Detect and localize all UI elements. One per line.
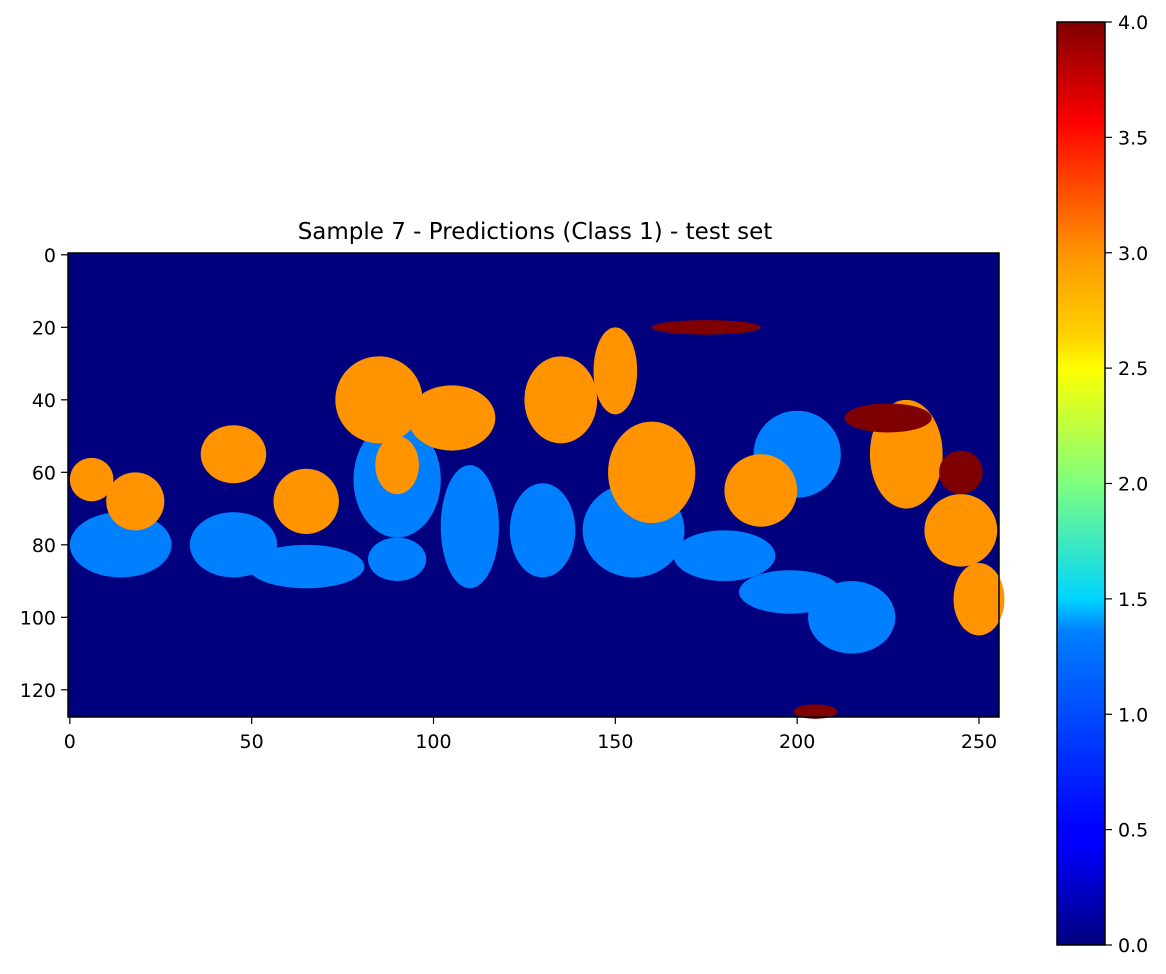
y-tick-label: 120: [20, 680, 56, 702]
x-tick-label: 50: [240, 731, 264, 753]
colorbar-tick-label: 0.0: [1118, 935, 1148, 957]
chart-title: Sample 7 - Predictions (Class 1) - test …: [298, 219, 773, 245]
heatmap-region-class4: [651, 320, 761, 335]
colorbar-tick-label: 3.5: [1118, 127, 1148, 149]
x-tick-label: 250: [961, 731, 997, 753]
heatmap-region-class3: [724, 454, 798, 527]
x-axis: 0 50 100 150 200 250: [64, 717, 997, 753]
heatmap-region-class4: [844, 403, 932, 433]
colorbar-tick-label: 3.0: [1118, 243, 1148, 265]
heatmap-region-class1: [69, 512, 172, 578]
colorbar-gradient: [1057, 22, 1105, 945]
heatmap-region-class3: [106, 472, 165, 531]
heatmap-region-class3: [593, 327, 638, 415]
heatmap-region-class3: [608, 421, 696, 524]
y-tick-label: 100: [20, 607, 56, 629]
y-tick-label: 0: [44, 245, 56, 267]
heatmap-region-class3: [375, 436, 419, 495]
colorbar-tick-label: 1.0: [1118, 704, 1148, 726]
heatmap-region-class4: [938, 450, 983, 495]
heatmap-region-class3: [924, 494, 998, 567]
heatmap-region-class1: [248, 544, 365, 589]
heatmap-region-class1: [368, 537, 427, 582]
heatmap-region-class3: [335, 356, 423, 444]
heatmap-region-class3: [524, 356, 598, 444]
colorbar: 0.0 0.5 1.0 1.5 2.0 2.5 3.0 3.5 4.0: [1056, 12, 1148, 957]
heatmap-region-class3: [408, 385, 496, 451]
heatmap-region-class1: [673, 530, 776, 582]
heatmap-region-class3: [69, 457, 114, 502]
x-tick-label: 200: [779, 731, 815, 753]
colorbar-tick-label: 1.5: [1118, 589, 1148, 611]
x-tick-label: 150: [597, 731, 633, 753]
heatmap-region-class4: [793, 704, 838, 719]
heatmap-region-class3: [953, 562, 1005, 636]
x-tick-label: 100: [415, 731, 451, 753]
plot-frame: [67, 252, 1000, 718]
y-tick-label: 20: [32, 317, 56, 339]
colorbar-tick-label: 2.0: [1118, 474, 1148, 496]
y-tick-label: 80: [32, 535, 56, 557]
y-axis: 0 20 40 60 80 100 120: [20, 245, 68, 702]
heatmap-region-class1: [509, 483, 576, 578]
colorbar-tick-label: 4.0: [1118, 12, 1148, 34]
colorbar-tick-label: 2.5: [1118, 358, 1148, 380]
y-tick-label: 60: [32, 462, 56, 484]
heatmap-region-class3: [200, 425, 267, 484]
y-tick-label: 40: [32, 390, 56, 412]
x-tick-label: 0: [64, 731, 76, 753]
plot-area: [67, 252, 1005, 719]
heatmap-region-class1: [808, 581, 896, 654]
heatmap-region-class1: [440, 465, 499, 589]
colorbar-tick-label: 0.5: [1118, 820, 1148, 842]
heatmap-region-class3: [273, 468, 339, 534]
